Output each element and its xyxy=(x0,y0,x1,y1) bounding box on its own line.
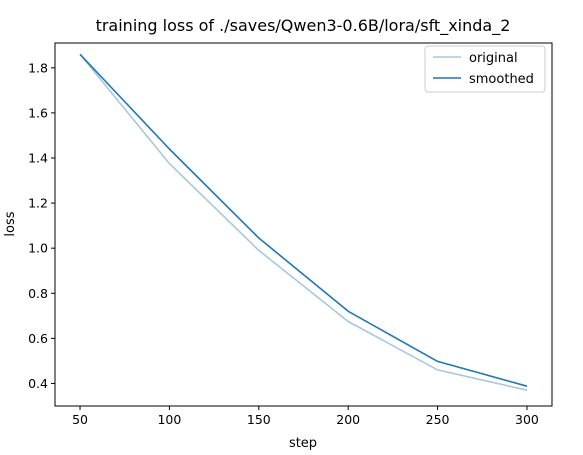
x-tick-label: 200 xyxy=(336,412,360,427)
x-tick-label: 300 xyxy=(515,412,539,427)
y-tick-label: 0.6 xyxy=(28,331,48,346)
x-tick-label: 100 xyxy=(157,412,181,427)
x-tick-label: 150 xyxy=(247,412,271,427)
x-axis-ticks: 50 100 150 200 250 300 xyxy=(72,406,539,427)
series-line-smoothed xyxy=(79,53,528,387)
y-axis-ticks: 0.4 0.6 0.8 1.0 1.2 1.4 1.6 1.8 xyxy=(28,60,55,391)
y-tick-label: 1.0 xyxy=(28,241,48,256)
series-layer xyxy=(79,53,528,391)
legend-label-smoothed: smoothed xyxy=(469,72,534,87)
plot-area xyxy=(54,42,553,407)
y-tick-label: 1.6 xyxy=(28,105,48,120)
y-tick-label: 1.2 xyxy=(28,196,48,211)
legend: original smoothed xyxy=(424,45,546,93)
x-tick-label: 250 xyxy=(426,412,450,427)
y-tick-label: 0.8 xyxy=(28,286,48,301)
x-axis-label: step xyxy=(289,436,317,451)
y-tick-label: 1.8 xyxy=(28,60,48,75)
axes-frame xyxy=(54,42,553,407)
y-tick-label: 0.4 xyxy=(28,376,48,391)
chart-title: training loss of ./saves/Qwen3-0.6B/lora… xyxy=(96,16,511,36)
series-line-original xyxy=(79,53,528,391)
legend-label-original: original xyxy=(469,51,518,66)
y-axis-label: loss xyxy=(3,211,18,236)
x-tick-label: 50 xyxy=(72,412,88,427)
y-tick-label: 1.4 xyxy=(28,150,48,165)
